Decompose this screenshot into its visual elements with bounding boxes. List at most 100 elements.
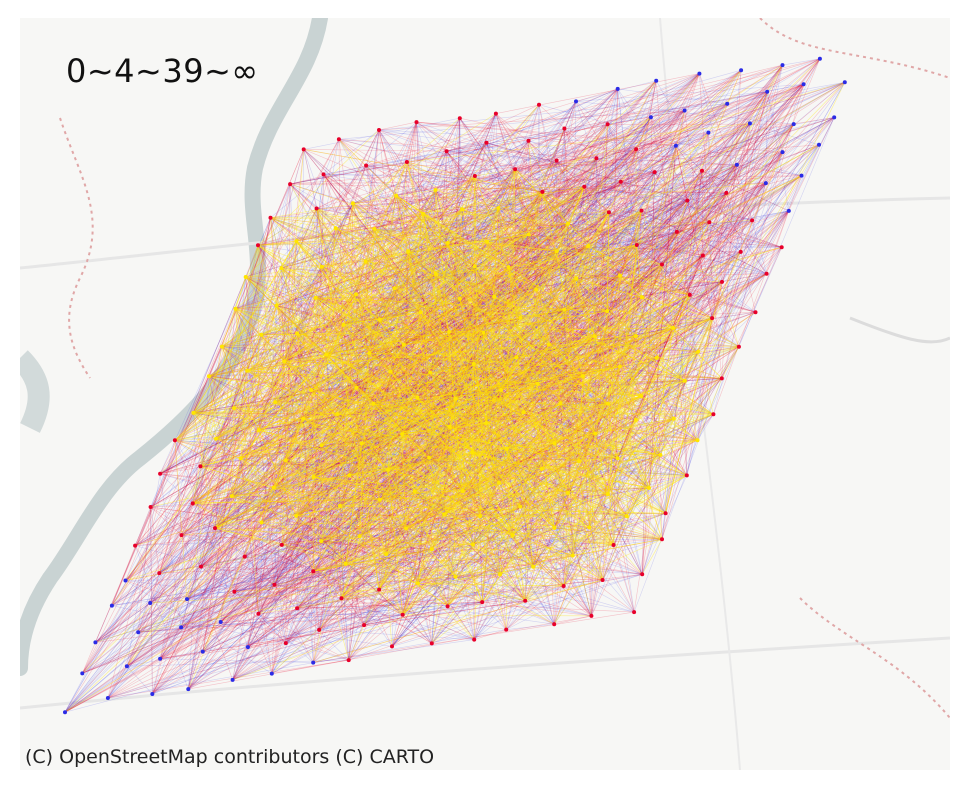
flow-link xyxy=(379,186,585,321)
flow-link xyxy=(373,69,742,405)
flow-link xyxy=(214,433,403,529)
flow-link xyxy=(235,191,543,310)
flow-link xyxy=(337,324,344,415)
flow-link xyxy=(318,242,449,630)
flow-link xyxy=(107,513,666,699)
flow-node xyxy=(526,232,531,237)
flow-link xyxy=(359,222,710,537)
flow-link xyxy=(455,207,499,399)
flow-link xyxy=(326,312,421,355)
flow-link xyxy=(474,266,767,274)
flow-link xyxy=(285,460,643,575)
flow-node xyxy=(418,310,423,315)
flow-node xyxy=(336,137,341,142)
flow-link xyxy=(149,101,577,604)
flow-link xyxy=(407,251,635,613)
flow-link xyxy=(498,207,767,274)
flow-link xyxy=(420,281,723,313)
flow-link xyxy=(296,186,585,609)
flow-node xyxy=(707,220,712,225)
flow-node xyxy=(339,596,344,601)
flow-link xyxy=(150,217,271,508)
flow-link xyxy=(232,513,666,681)
flow-link xyxy=(635,317,713,421)
flow-link xyxy=(186,121,417,600)
flow-link xyxy=(316,208,320,630)
flow-link xyxy=(352,88,618,204)
flow-link xyxy=(500,389,592,617)
flow-node xyxy=(504,627,509,632)
flow-node xyxy=(283,641,288,646)
flow-link xyxy=(473,378,723,640)
flow-link xyxy=(459,118,637,421)
flow-link xyxy=(532,395,642,567)
flow-link xyxy=(395,195,524,413)
flow-link xyxy=(567,311,756,494)
flow-link xyxy=(326,344,549,355)
flow-link xyxy=(244,556,526,601)
flow-node xyxy=(764,271,769,276)
flow-link xyxy=(448,117,835,333)
flow-link xyxy=(602,65,783,581)
flow-link xyxy=(587,88,618,247)
flow-link xyxy=(348,123,751,661)
flow-link xyxy=(82,389,312,674)
flow-link xyxy=(548,84,804,345)
flow-link xyxy=(481,245,589,603)
flow-link xyxy=(535,123,794,290)
flow-link xyxy=(208,123,794,377)
flow-link xyxy=(150,503,193,508)
flow-link xyxy=(302,418,381,500)
flow-link xyxy=(560,403,614,546)
flow-link xyxy=(575,80,657,102)
flow-node xyxy=(471,361,476,366)
flow-node xyxy=(354,292,358,297)
flow-node xyxy=(362,623,367,628)
flow-link xyxy=(138,601,483,633)
flow-node xyxy=(648,115,653,120)
flow-link xyxy=(403,101,577,345)
flow-link xyxy=(474,266,484,333)
flow-link xyxy=(619,264,663,367)
flow-link xyxy=(321,535,360,542)
flow-link xyxy=(274,294,357,403)
flow-link xyxy=(296,240,636,421)
flow-link xyxy=(431,389,502,644)
flow-link xyxy=(159,175,802,574)
flow-link xyxy=(247,139,340,648)
flow-link xyxy=(186,309,565,600)
flow-link xyxy=(180,117,835,628)
flow-link xyxy=(617,88,710,223)
flow-link xyxy=(295,211,610,517)
flow-link xyxy=(564,223,569,310)
flow-node xyxy=(739,68,744,73)
flow-link xyxy=(341,145,677,599)
flow-link xyxy=(285,460,627,517)
flow-node xyxy=(618,273,622,278)
flow-link xyxy=(296,241,314,663)
flow-link xyxy=(125,574,501,581)
flow-link xyxy=(617,88,638,246)
flow-link xyxy=(524,344,550,601)
flow-link xyxy=(174,440,249,648)
flow-link xyxy=(200,117,652,467)
flow-link xyxy=(214,444,322,529)
flow-link xyxy=(541,468,687,476)
flow-link xyxy=(193,296,495,414)
flow-link xyxy=(261,298,460,336)
flow-link xyxy=(373,378,722,405)
flow-link xyxy=(174,440,346,565)
flow-link xyxy=(414,491,564,587)
flow-link xyxy=(431,574,643,644)
map-canvas[interactable] xyxy=(20,18,950,770)
flow-link xyxy=(498,383,538,483)
flow-link xyxy=(234,296,643,592)
flow-link xyxy=(516,82,845,358)
flow-link xyxy=(64,403,374,713)
flow-link xyxy=(339,505,573,556)
flow-node xyxy=(558,401,563,406)
flow-link xyxy=(520,506,627,517)
map-frame[interactable] xyxy=(20,18,950,770)
flow-link xyxy=(378,514,445,590)
flow-link xyxy=(111,203,354,606)
